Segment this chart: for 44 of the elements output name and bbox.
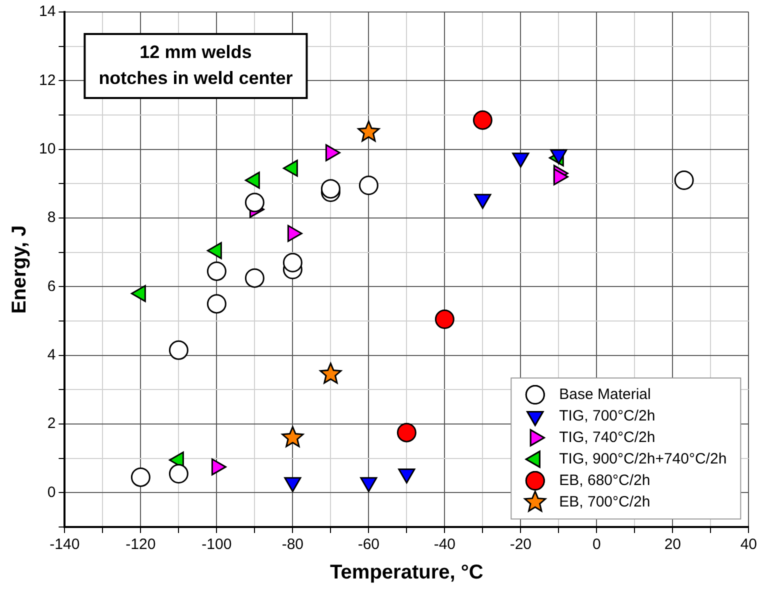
point: [396, 422, 416, 442]
point: [244, 192, 264, 212]
x-tick-label: -20: [510, 536, 532, 554]
point: [206, 294, 226, 314]
point: [244, 268, 264, 288]
point: [320, 179, 340, 199]
point: [168, 464, 188, 484]
x-tick-label: -100: [202, 536, 232, 554]
point: [358, 176, 378, 196]
y-tick-label: 10: [38, 140, 56, 158]
y-tick-label: 2: [47, 415, 56, 432]
x-tick-label: 0: [592, 536, 601, 554]
y-tick-label: 0: [47, 484, 56, 501]
y-tick-label: 14: [38, 3, 56, 20]
point: [358, 120, 380, 142]
y-axis-title: Energy, J: [8, 225, 31, 314]
point: [674, 170, 694, 190]
x-tick-label: 40: [740, 536, 757, 554]
point: [320, 362, 342, 384]
point: [472, 110, 492, 130]
point: [282, 252, 302, 272]
legend-label: TIG, 700°C/2h: [559, 407, 656, 424]
legend-label: EB, 700°C/2h: [559, 493, 650, 510]
point: [206, 261, 226, 281]
point: [434, 310, 454, 330]
x-tick-label: -140: [50, 536, 80, 554]
x-tick-label: -40: [434, 536, 456, 554]
legend-label: TIG, 740°C/2h: [559, 428, 656, 446]
point: [130, 467, 150, 487]
x-tick-label: -80: [282, 536, 304, 554]
x-axis-title: Temperature, °C: [330, 562, 484, 584]
legend-label: TIG, 900°C/2h+740°C/2h: [559, 450, 727, 468]
annotation: 12 mm welds notches in weld center: [98, 42, 293, 88]
y-tick-label: 8: [47, 209, 56, 226]
legend-label: Base Material: [559, 386, 651, 403]
legend-label: EB, 680°C/2h: [559, 472, 650, 489]
y-tick-label: 6: [47, 278, 56, 295]
x-tick-label: 20: [664, 536, 682, 554]
x-tick-label: -120: [126, 536, 156, 554]
y-tick-label: 4: [47, 346, 56, 364]
point: [168, 340, 188, 360]
x-tick-label: -60: [358, 536, 380, 554]
y-tick-label: 12: [38, 72, 56, 89]
point: [282, 426, 304, 448]
